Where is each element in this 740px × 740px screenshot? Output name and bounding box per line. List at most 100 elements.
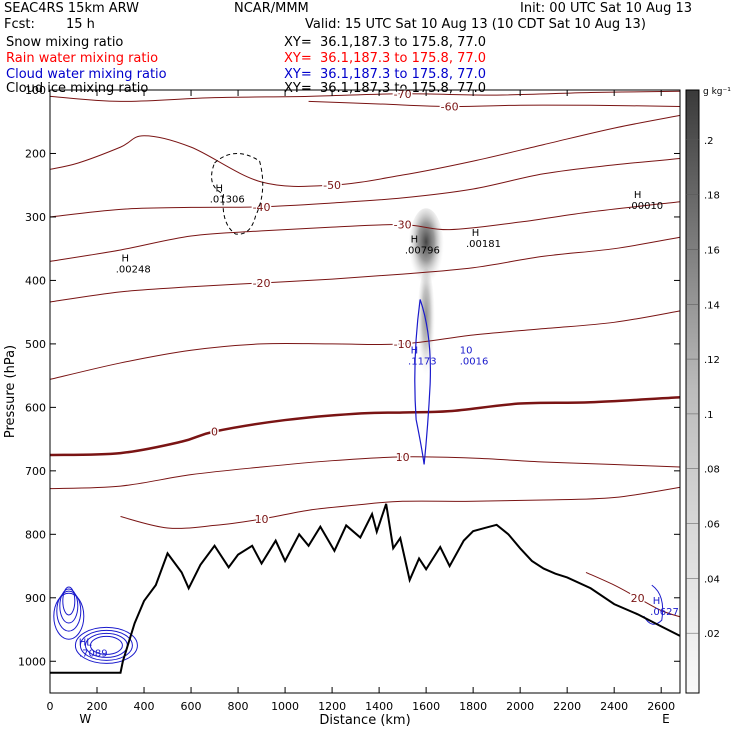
field-xy-cloud-water: XY= 36.1,187.3 to 175.8, 77.0: [284, 67, 487, 82]
terrain-profile: [50, 503, 681, 674]
y-tick-label: 200: [25, 147, 46, 160]
cloud-water-line: [62, 586, 76, 616]
colorbar-tick-label: .16: [704, 245, 720, 256]
x-tick-label: 1400: [365, 700, 393, 713]
extremum-value: .7089: [79, 648, 108, 659]
valid-time: Valid: 15 UTC Sat 10 Aug 13 (10 CDT Sat …: [305, 17, 646, 32]
x-tick-label: 1000: [271, 700, 299, 713]
cloud-water-line: [53, 592, 85, 640]
field-name-cloud-water: Cloud water mixing ratio: [6, 67, 167, 82]
field-xy-cloud-ice: XY= 36.1,187.3 to 175.8, 77.0: [284, 81, 487, 96]
extremum-marker: 10: [460, 345, 473, 356]
isotherm-line: [49, 236, 681, 303]
extremum-marker: H: [411, 234, 419, 245]
extremum-marker: H: [215, 184, 223, 195]
field-xy-rain: XY= 36.1,187.3 to 175.8, 77.0: [284, 51, 487, 66]
isotherm-line: [49, 456, 681, 490]
colorbar-ramp: [685, 89, 700, 694]
forecast-label: Fcst:: [4, 17, 35, 32]
y-tick-label: 700: [25, 465, 46, 478]
isotherm-label: 10: [396, 451, 410, 464]
forecast-hour: 15 h: [66, 17, 95, 32]
extremum-marker: H: [411, 345, 419, 356]
isotherm-line: [308, 100, 681, 108]
cloud-water-line: [89, 635, 123, 655]
plume-tail: [417, 268, 436, 389]
isotherm-label: 20: [631, 592, 645, 605]
colorbar-tick-label: .1: [704, 410, 714, 421]
colorbar-tick-label: .14: [704, 300, 720, 311]
field-name-rain: Rain water mixing ratio: [6, 51, 159, 66]
x-tick-label: 2200: [553, 700, 581, 713]
isotherm-line: [120, 486, 681, 529]
isotherm-line: [49, 158, 681, 218]
field-xy-snow: XY= 36.1,187.3 to 175.8, 77.0: [284, 35, 487, 50]
cloud-water-line: [59, 588, 79, 624]
isotherm-line: [585, 571, 681, 618]
snow-contour: [211, 152, 264, 235]
extremum-value: .0627: [650, 607, 679, 618]
colorbar-tick-label: .08: [704, 465, 720, 476]
y-tick-label: 400: [25, 274, 46, 287]
y-tick-label: 900: [25, 592, 46, 605]
x-tick-label: 2000: [506, 700, 534, 713]
x-tick-label: 2400: [600, 700, 628, 713]
terrain-line: [50, 503, 681, 674]
field-name-snow: Snow mixing ratio: [6, 35, 124, 50]
extremum-value: .01306: [210, 195, 245, 206]
isotherm-label: -50: [323, 179, 341, 192]
isotherm-line: [49, 310, 681, 380]
extremum-marker: HL: [79, 637, 93, 648]
cloud-water-line: [643, 584, 664, 625]
y-tick-label: 1000: [18, 655, 46, 668]
colorbar-tick-label: .04: [704, 574, 720, 585]
extremum-value: .1173: [408, 356, 437, 367]
isotherm-line: [49, 395, 681, 457]
y-tick-label: 300: [25, 211, 46, 224]
isotherm-line: [49, 201, 681, 262]
producer-label: NCAR/MMM: [234, 1, 309, 16]
cloud-water-line: [74, 626, 138, 664]
cloud-water-line: [414, 299, 431, 465]
x-axis-west-label: W: [79, 712, 91, 726]
colorbar-unit: g kg⁻¹: [703, 87, 731, 97]
x-tick-label: 1200: [318, 700, 346, 713]
x-tick-label: 0: [47, 700, 54, 713]
isotherm-label: -40: [253, 201, 271, 214]
x-tick-label: 800: [228, 700, 249, 713]
y-tick-label: 600: [25, 401, 46, 414]
cloud-water-contours: [53, 299, 664, 664]
isotherm-label: -20: [253, 277, 271, 290]
colorbar-tick-label: .18: [704, 191, 720, 202]
extremum-value: .00181: [466, 239, 501, 250]
x-axis-east-label: E: [662, 712, 670, 726]
colorbar-tick-label: .2: [704, 136, 714, 147]
isotherm-label: -60: [441, 101, 459, 114]
extremum-marker: H: [653, 596, 661, 607]
extremum-value: .00010: [628, 201, 663, 212]
colorbar-tick-label: .12: [704, 355, 720, 366]
extremum-marker: H: [472, 228, 480, 239]
x-axis-label: Distance (km): [319, 713, 410, 728]
colorbar-tick-label: .02: [704, 629, 720, 640]
isotherm-label: -10: [394, 338, 412, 351]
extrema-labels: H.00248H.01306H.00796H.00181H.00010H.117…: [79, 184, 679, 660]
x-tick-label: 2600: [647, 700, 675, 713]
isotherm-line: [49, 90, 681, 102]
extremum-value: .00796: [405, 245, 440, 256]
x-tick-label: 200: [87, 700, 108, 713]
y-tick-label: 500: [25, 338, 46, 351]
isotherm-label: 0: [211, 425, 218, 438]
cloud-water-line: [79, 629, 133, 661]
y-axis-label: Pressure (hPa): [3, 345, 18, 438]
x-tick-label: 400: [134, 700, 155, 713]
x-axis-ticks: 0 200 400 600 800 1000 1200 1400 1600 1800 2000 220…: [47, 90, 675, 713]
chart-title: SEAC4RS 15km ARW: [4, 1, 140, 16]
isotherm-line: [49, 114, 681, 187]
extremum-marker: H: [121, 253, 129, 264]
cloud-water-line: [56, 590, 82, 632]
x-tick-label: 600: [181, 700, 202, 713]
x-tick-label: 1600: [412, 700, 440, 713]
